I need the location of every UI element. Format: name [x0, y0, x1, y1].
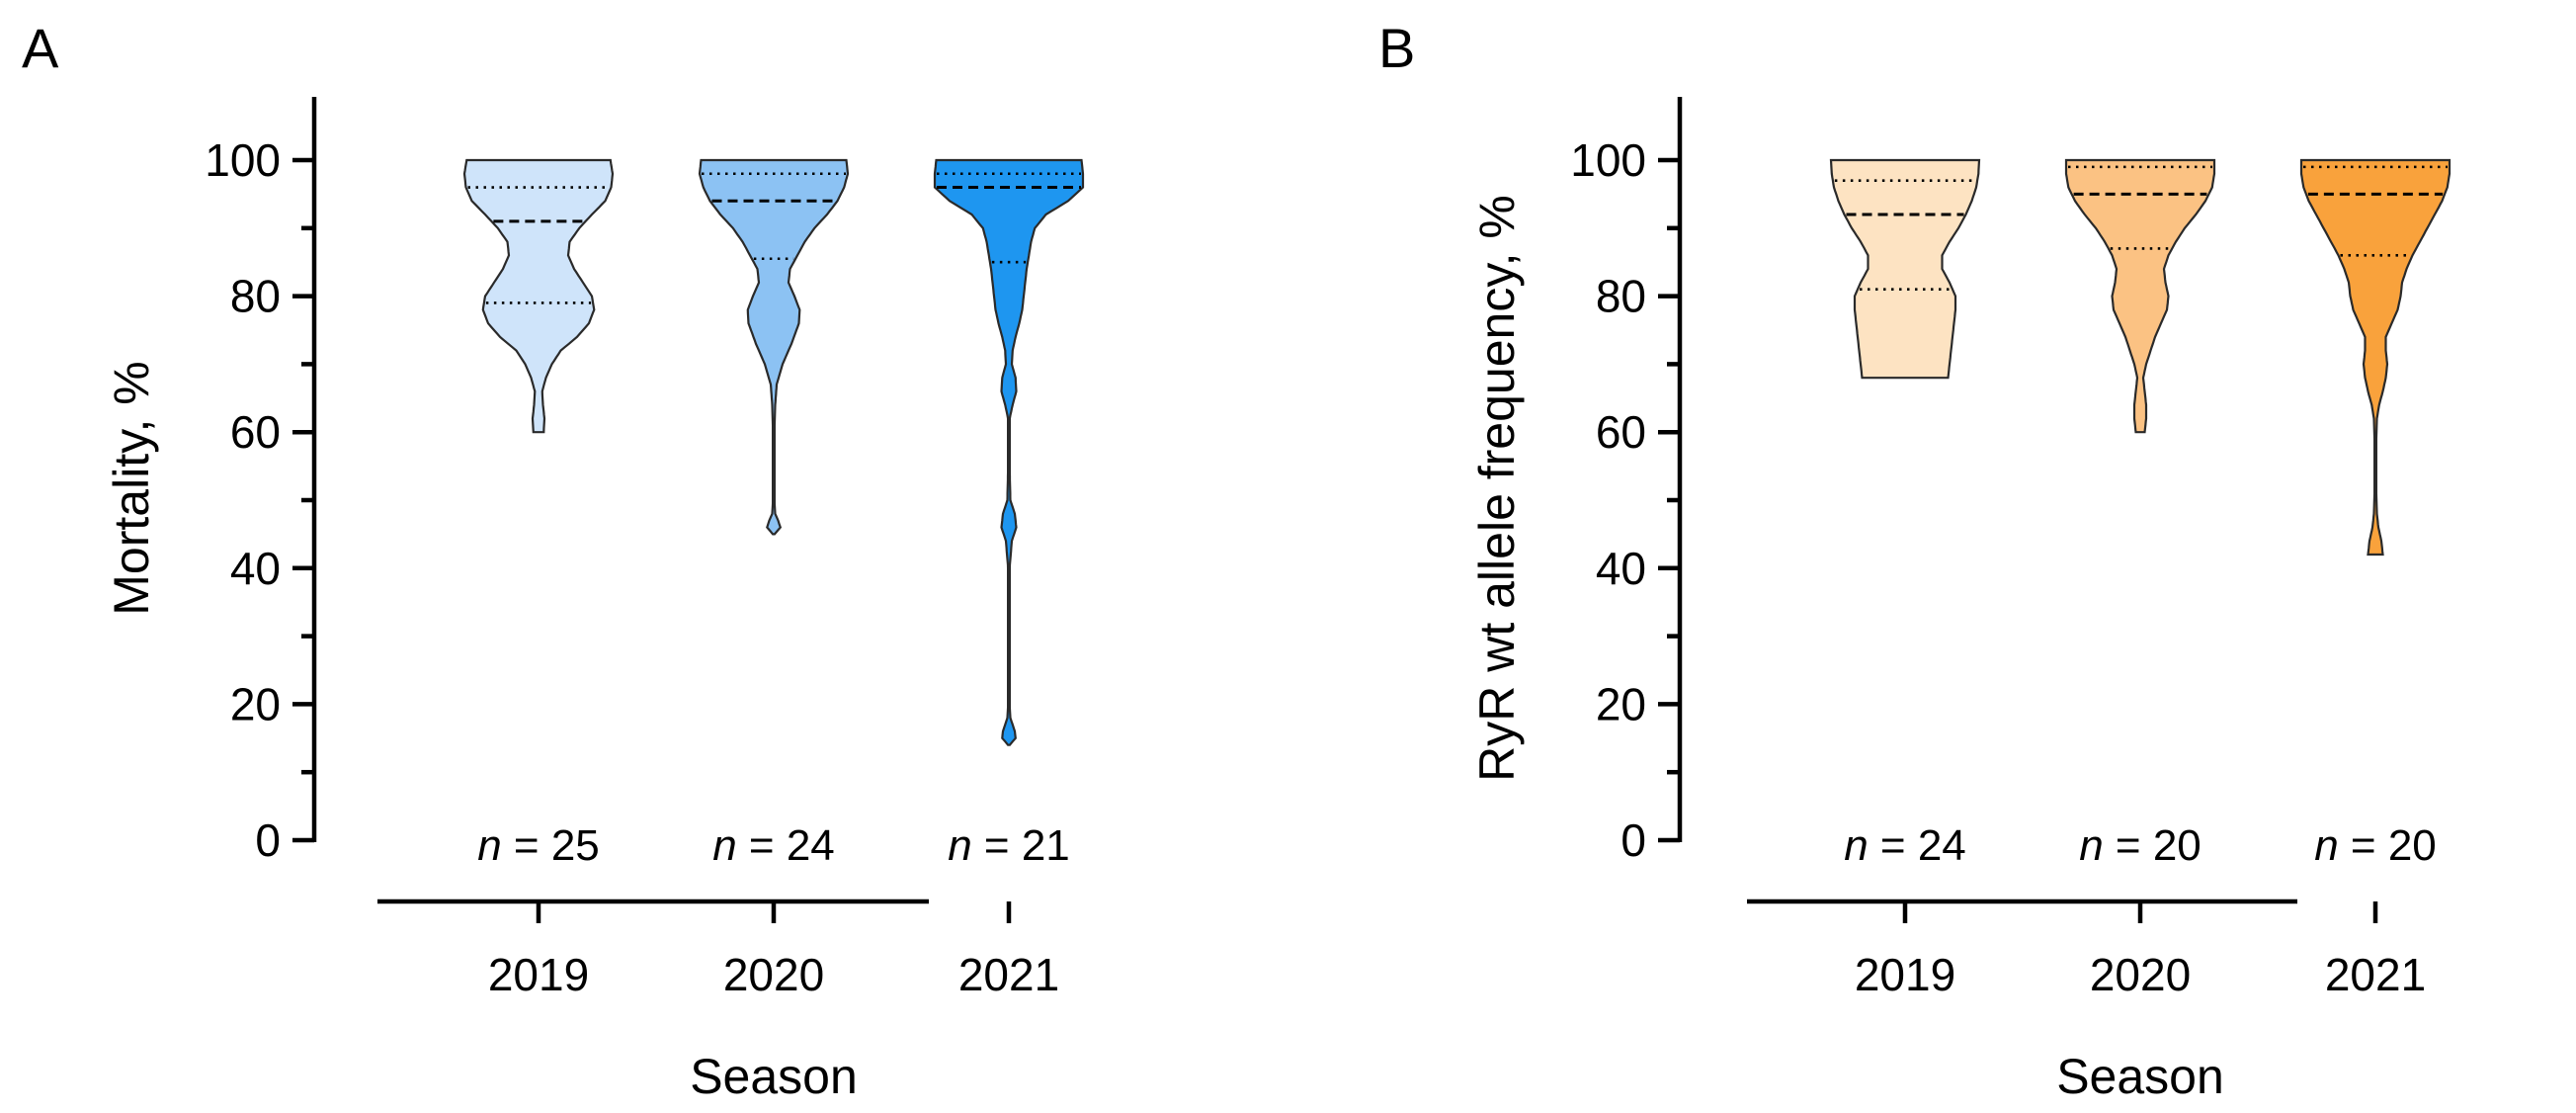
violin-2020 [2064, 158, 2216, 434]
y-tick-label: 20 [230, 678, 281, 729]
n-label: n = 24 [1844, 821, 1966, 870]
violin-2019 [462, 158, 615, 434]
y-axis-title: Mortality, % [104, 361, 159, 615]
panel-letter: B [1378, 17, 1415, 79]
violin-2019 [1829, 158, 1981, 380]
violin-2021 [2299, 158, 2451, 556]
x-axis-title: Season [690, 1049, 858, 1104]
n-label: n = 25 [477, 821, 600, 870]
panel-a: A 0 20 40 60 80 100 Mortality, % 2019 n = 25 2020 n… [22, 17, 1085, 1104]
n-label: n = 20 [2079, 821, 2202, 870]
y-tick-label: 60 [1596, 406, 1646, 458]
x-tick-label: 2020 [723, 949, 824, 1000]
x-axis-title: Season [2056, 1049, 2224, 1104]
x-tick-label: 2020 [2090, 949, 2191, 1000]
y-tick-label: 20 [1596, 678, 1646, 729]
y-tick-label: 0 [255, 814, 281, 866]
y-tick-label: 0 [1620, 814, 1646, 866]
y-tick-label: 100 [1570, 134, 1646, 186]
n-label: n = 20 [2314, 821, 2437, 870]
panel-letter: A [22, 17, 59, 79]
violin-2021 [933, 158, 1085, 746]
y-tick-label: 100 [205, 134, 281, 186]
n-label: n = 24 [712, 821, 835, 870]
violin-2020 [698, 158, 850, 536]
y-tick-label: 80 [1596, 271, 1646, 322]
y-tick-label: 40 [230, 543, 281, 594]
x-tick-label: 2019 [1855, 949, 1955, 1000]
x-tick-label: 2021 [2325, 949, 2426, 1000]
x-tick-label: 2019 [488, 949, 589, 1000]
y-tick-label: 80 [230, 271, 281, 322]
y-tick-label: 60 [230, 406, 281, 458]
y-tick-label: 40 [1596, 543, 1646, 594]
panel-b: B 0 20 40 60 80 100 RyR wt allele frequency, % 2… [1378, 17, 2451, 1104]
y-axis-title: RyR wt allele frequency, % [1469, 195, 1525, 782]
n-label: n = 21 [948, 821, 1070, 870]
x-tick-label: 2021 [958, 949, 1059, 1000]
